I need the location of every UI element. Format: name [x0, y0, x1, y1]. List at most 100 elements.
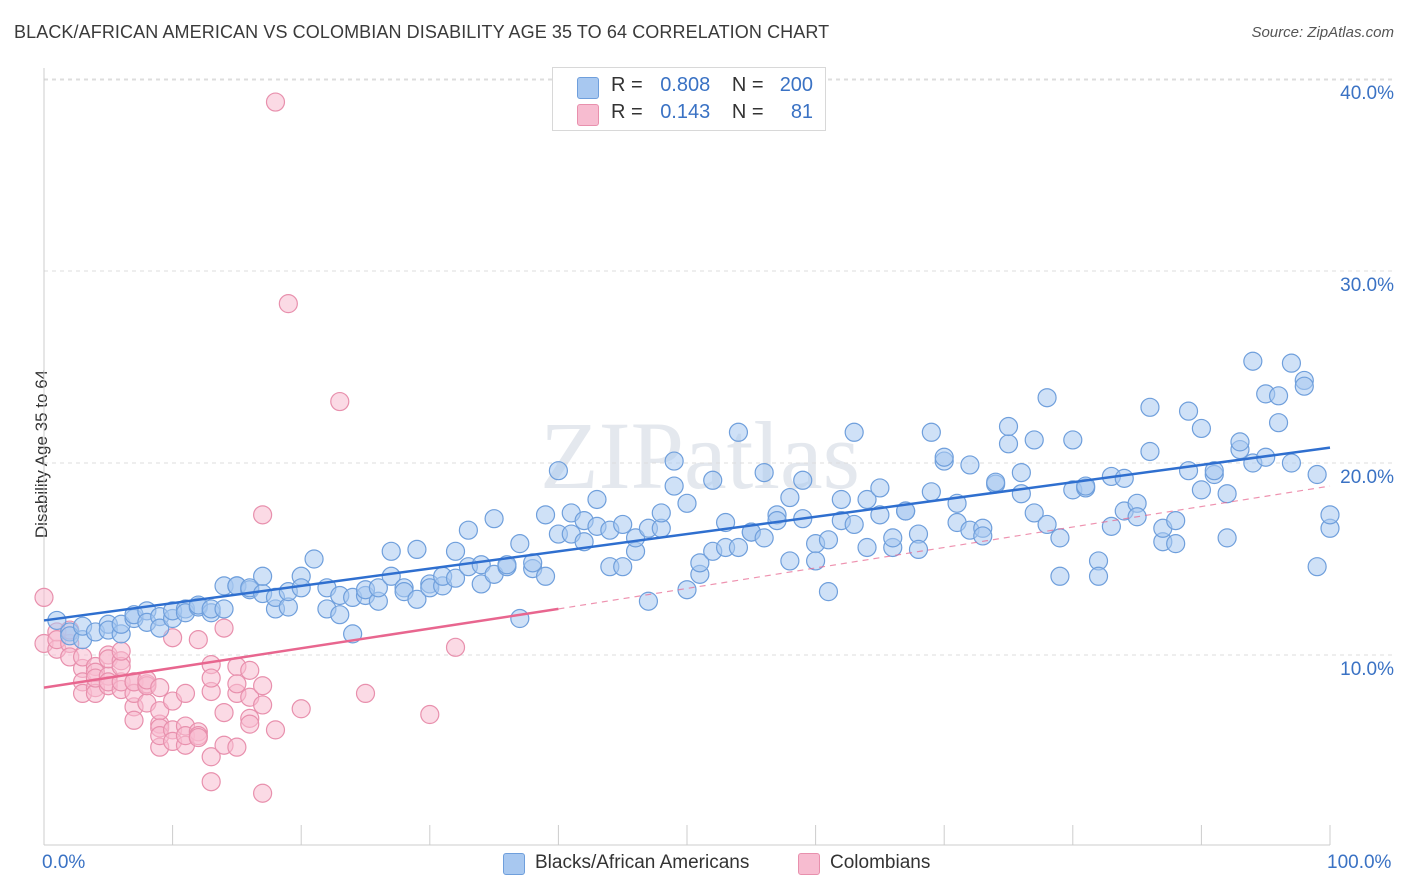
legend-r-value: 0.808 — [660, 74, 711, 96]
colombian-point — [253, 505, 273, 525]
black-point — [831, 489, 851, 510]
axes — [43, 68, 1331, 846]
colombians-trend-line — [43, 607, 559, 689]
black-point — [793, 470, 813, 490]
black-point — [330, 605, 350, 625]
colombian-point — [278, 294, 298, 314]
colombian-point — [240, 660, 260, 680]
colombian-point — [188, 630, 208, 650]
black-point — [1320, 505, 1340, 525]
black-point — [1307, 464, 1327, 485]
colombian-point — [253, 783, 273, 803]
black-point — [754, 463, 774, 483]
black-point — [381, 566, 401, 586]
black-point — [1217, 528, 1237, 548]
black-point — [921, 422, 941, 442]
black-point — [998, 416, 1019, 437]
black-point — [780, 551, 800, 571]
colombian-point — [291, 699, 311, 719]
y-tick-label: 30.0% — [1340, 275, 1394, 296]
black-point — [214, 599, 234, 619]
legend-r-value: 0.143 — [660, 101, 711, 123]
black-point — [458, 520, 478, 540]
legend-n-label: N = — [731, 101, 764, 123]
blacks-trend-line — [43, 446, 1331, 622]
black-point — [1050, 528, 1070, 548]
colombians-trend-extension — [558, 485, 1331, 610]
black-point — [1230, 432, 1250, 452]
black-point — [613, 557, 633, 577]
black-point — [690, 553, 710, 573]
legend-swatch-blacks — [577, 77, 599, 99]
colombian-point — [150, 678, 170, 698]
black-point — [857, 537, 877, 558]
black-point — [343, 624, 363, 644]
black-point — [1063, 430, 1083, 450]
black-point — [304, 549, 324, 569]
black-point — [844, 422, 864, 442]
colombian-point — [214, 702, 234, 723]
legend-n-label: N = — [731, 74, 764, 96]
black-point — [934, 447, 954, 467]
colombian-point — [445, 637, 466, 657]
black-point — [535, 566, 556, 586]
black-point — [883, 528, 903, 548]
legend-r-label: R = — [611, 74, 643, 96]
colombian-point — [201, 747, 221, 767]
black-point — [908, 539, 929, 560]
colombian-point — [201, 668, 221, 688]
colombian-point — [240, 714, 260, 734]
x-tick-label: 100.0% — [1327, 852, 1392, 873]
correlation-legend: R = 0.808 N = 200 R = 0.143 N = 81 — [552, 67, 826, 131]
colombian-point — [265, 92, 286, 112]
black-point — [1281, 353, 1302, 373]
colombian-point — [201, 772, 221, 792]
blacks-points — [47, 351, 1340, 650]
black-point — [1166, 510, 1186, 531]
colombian-point — [355, 683, 376, 704]
y-tick-label: 20.0% — [1340, 467, 1394, 488]
colombian-point — [253, 695, 273, 715]
legend-r-label: R = — [611, 101, 643, 123]
black-point — [1088, 566, 1109, 586]
colombian-point — [163, 628, 183, 648]
black-point — [638, 591, 659, 611]
chart-title: BLACK/AFRICAN AMERICAN VS COLOMBIAN DISA… — [14, 22, 830, 42]
black-point — [1166, 534, 1186, 554]
colombian-point — [253, 676, 273, 696]
black-point — [1037, 388, 1057, 408]
black-point — [664, 451, 684, 471]
legend-n-value: 200 — [779, 74, 814, 96]
colombian-point — [227, 737, 247, 757]
colombian-point — [265, 720, 286, 740]
legend-swatch-colombians — [577, 104, 599, 126]
black-point — [407, 589, 427, 609]
black-point — [664, 476, 684, 496]
black-point — [613, 514, 633, 535]
black-point — [510, 534, 530, 554]
black-point — [150, 618, 170, 638]
black-point — [368, 578, 388, 598]
black-point — [471, 574, 491, 594]
black-point — [818, 582, 839, 602]
black-point — [1140, 397, 1160, 417]
black-point — [998, 434, 1019, 454]
black-point — [1024, 503, 1044, 523]
black-point — [1140, 441, 1160, 462]
black-point — [253, 566, 273, 586]
bottom-legend-swatch-blacks — [503, 853, 525, 875]
black-point — [703, 470, 723, 490]
black-point — [1307, 557, 1327, 577]
y-tick-label: 10.0% — [1340, 659, 1394, 680]
black-point — [1178, 461, 1199, 481]
black-point — [1268, 386, 1289, 406]
bottom-legend-label-blacks: Blacks/African Americans — [535, 852, 750, 873]
black-point — [407, 539, 427, 560]
colombian-point — [214, 618, 234, 638]
black-point — [651, 503, 671, 523]
black-point — [1204, 461, 1224, 481]
black-point — [818, 530, 839, 550]
black-point — [1191, 418, 1212, 439]
colombian-point — [420, 704, 440, 725]
